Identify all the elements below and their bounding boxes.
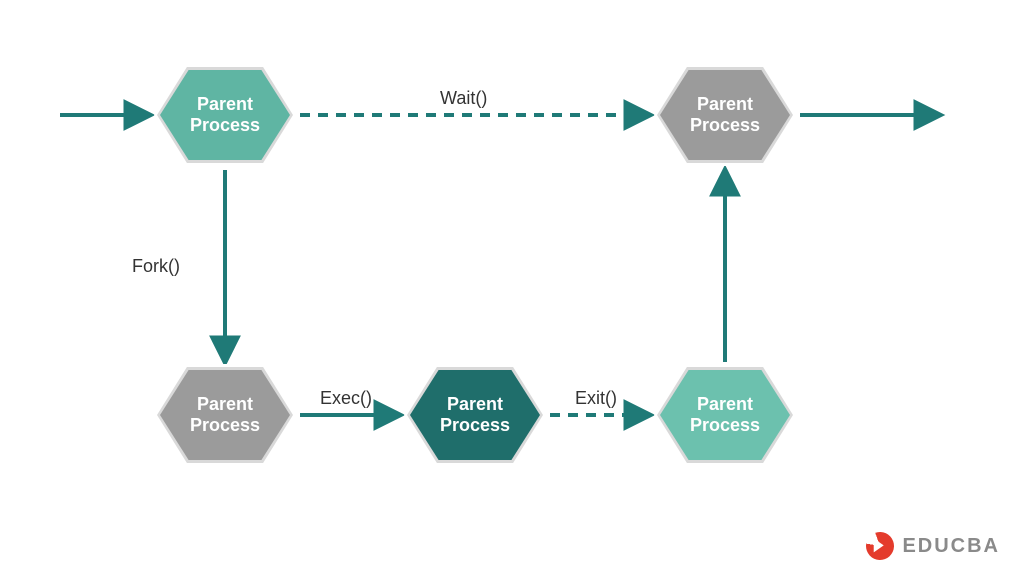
edge-label-fork: Fork() [132, 256, 180, 277]
node-label: ParentProcess [440, 394, 510, 435]
node-label: ParentProcess [190, 94, 260, 135]
edge-label-wait: Wait() [440, 88, 487, 109]
brand-logo: EDUCBA [866, 532, 1000, 560]
node-label: ParentProcess [690, 394, 760, 435]
logo-icon [862, 528, 898, 564]
diagram-canvas: ParentProcess ParentProcess ParentProcess P… [0, 0, 1024, 576]
edge-label-exit: Exit() [575, 388, 617, 409]
node-label: ParentProcess [190, 394, 260, 435]
node-label: ParentProcess [690, 94, 760, 135]
logo-text: EDUCBA [902, 535, 1000, 558]
edges-layer [0, 0, 1024, 576]
edge-label-exec: Exec() [320, 388, 372, 409]
